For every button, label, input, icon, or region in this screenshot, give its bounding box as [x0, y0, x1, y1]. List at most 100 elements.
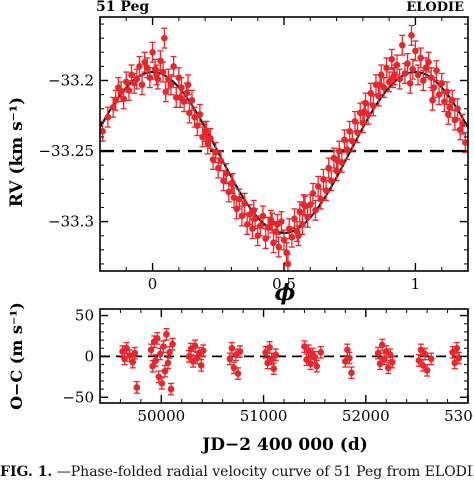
rv-data-point: [212, 141, 219, 163]
rv-data-point: [120, 88, 127, 110]
rv-data-point: [100, 120, 106, 142]
residual-panel: 50000 51000 52000 53000 50 0 −50 O−C (m s⁻¹) J…: [7, 302, 474, 455]
oc-data-point: [313, 359, 321, 373]
oc-data-point: [421, 347, 429, 361]
oc-y-tick-label: 0: [84, 347, 94, 365]
rv-data-point: [444, 103, 452, 125]
oc-data-point: [389, 355, 396, 369]
jd-x-axis-label: JD−2 400 000 (d): [200, 435, 368, 455]
oc-data-point: [121, 352, 128, 366]
rv-data-point: [300, 194, 308, 216]
rv-data-point: [146, 67, 154, 89]
rv-data-point: [138, 74, 146, 96]
oc-y-tick-label: −50: [62, 388, 94, 406]
oc-data-point: [166, 345, 173, 359]
oc-data-point: [451, 356, 459, 370]
oc-data-point: [160, 340, 167, 353]
oc-data-point: [384, 361, 392, 375]
rv-axes: 0 0.5 1 −33.2 −33.25 −33.3: [38, 16, 469, 293]
rv-data-point: [153, 64, 160, 86]
oc-data-point: [191, 339, 199, 353]
oc-data-point: [272, 348, 280, 362]
oc-data-point: [234, 367, 242, 380]
rv-data-point: [104, 106, 112, 128]
rv-data-point: [393, 54, 401, 76]
rv-data-point: [312, 199, 319, 221]
oc-data-point: [423, 363, 431, 377]
rv-data-point: [184, 74, 192, 96]
rv-data-point: [133, 68, 141, 90]
rv-x-tick-label: 0.5: [272, 275, 296, 293]
rv-data-point: [417, 47, 424, 69]
oc-data-point: [131, 346, 139, 360]
oc-data-point: [346, 351, 353, 365]
rv-data-point: [203, 120, 210, 142]
rv-panel: 51 Peg ELODIE 0 0.5 1 −33.2 −33.25 −33.3 RV (…: [7, 0, 469, 306]
rv-data-point: [398, 34, 406, 56]
rv-y-tick-label: −33.3: [48, 213, 94, 231]
rv-data-point: [383, 57, 390, 79]
rv-data-point: [136, 55, 143, 77]
rv-data-point: [238, 205, 246, 227]
rv-data-point: [334, 150, 342, 172]
oc-x-tick-label: 51000: [240, 407, 288, 425]
oc-data-point: [157, 347, 164, 361]
caption-number: FIG. 1.: [0, 464, 53, 480]
rv-data-point: [385, 71, 393, 93]
rv-data-point: [433, 60, 440, 82]
oc-data-point: [164, 356, 172, 370]
oc-data-point: [374, 346, 382, 360]
rv-data-point: [280, 229, 288, 251]
rv-data-point: [349, 130, 356, 152]
oc-x-tick-label: 50000: [137, 407, 185, 425]
phase-x-axis-label: ϕ: [275, 280, 296, 306]
rv-data-point: [389, 67, 397, 89]
rv-data-point: [314, 175, 322, 197]
rv-data-point: [409, 58, 417, 80]
rv-data-point: [170, 55, 177, 77]
rv-data-point: [246, 204, 254, 226]
oc-data-point: [199, 344, 207, 358]
oc-data-point: [126, 349, 133, 362]
oc-data-point: [129, 355, 137, 369]
oc-y-tick-label: 50: [75, 307, 94, 325]
oc-data-point: [158, 377, 166, 390]
rv-data-point: [250, 199, 258, 221]
rv-data-point: [207, 127, 214, 149]
oc-data-point: [270, 362, 278, 376]
rv-series: [100, 24, 468, 271]
oc-data-point: [133, 381, 141, 394]
rv-data-point: [412, 40, 419, 62]
oc-x-tick-label: 53000: [444, 407, 474, 425]
rv-data-point: [274, 213, 281, 235]
oc-data-point: [197, 359, 205, 372]
rv-data-point: [364, 103, 372, 125]
oc-data-point: [226, 352, 234, 366]
oc-data-point: [427, 352, 435, 366]
star-label: 51 Peg: [96, 0, 149, 15]
oc-data-point: [266, 341, 273, 354]
rv-data-point: [291, 208, 298, 230]
rv-y-tick-label: −33.25: [38, 142, 94, 160]
rv-data-point: [222, 163, 230, 185]
oc-data-point: [169, 337, 176, 351]
oc-data-point: [167, 382, 175, 396]
rv-data-point: [275, 236, 283, 258]
instrument-label: ELODIE: [406, 0, 464, 15]
figure-caption: FIG. 1. —Phase-folded radial velocity cu…: [0, 464, 474, 481]
oc-data-point: [317, 345, 325, 359]
rv-x-tick-label: 0: [148, 275, 158, 293]
rv-data-point: [343, 139, 351, 161]
caption-text: —Phase-folded radial velocity curve of 5…: [56, 464, 474, 480]
oc-data-point: [376, 357, 384, 371]
oc-y-axis-label: O−C (m s⁻¹): [7, 302, 26, 410]
rv-data-point: [408, 24, 415, 46]
residual-axes: 50000 51000 52000 53000 50 0 −50: [62, 307, 474, 425]
rv-data-point: [388, 48, 396, 70]
rv-data-point: [406, 72, 414, 94]
rv-data-point: [161, 27, 168, 49]
rv-data-point: [429, 89, 436, 111]
residual-series: [100, 327, 468, 396]
rv-data-point: [229, 172, 237, 195]
